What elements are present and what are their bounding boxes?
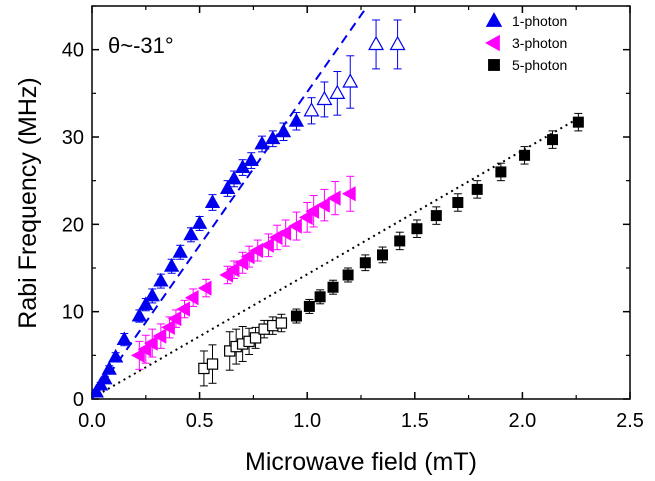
3-photon-point: [326, 190, 341, 206]
5-photon-point: [359, 257, 371, 269]
y-tick-label: 10: [62, 302, 84, 324]
3-photon-point: [249, 242, 264, 259]
3-photon-point: [225, 262, 240, 278]
1-photon-point: [254, 135, 270, 150]
1-photon-point: [204, 194, 221, 208]
1-photon-open-point: [329, 84, 346, 99]
1-photon-open-point: [303, 102, 320, 117]
legend: 1-photon 3-photon 5-photon: [485, 12, 567, 73]
y-tick-label: 20: [62, 214, 84, 236]
1-photon-open-point: [316, 90, 333, 106]
5-photon-point: [430, 210, 442, 222]
5-photon-point: [411, 223, 423, 235]
3-photon-point: [137, 341, 152, 357]
1-photon-point: [144, 287, 160, 302]
5-photon-open-point: [206, 358, 219, 370]
5-photon-series: [198, 112, 584, 387]
x-axis-title: Microwave field (mT): [245, 448, 477, 476]
1-photon-point: [219, 180, 236, 194]
1-photon-point: [226, 170, 242, 185]
1-photon-point: [275, 123, 292, 138]
5-photon-point: [327, 281, 339, 293]
5-photon-point: [303, 300, 315, 312]
1-photon-legend-label: 1-photon: [512, 13, 567, 29]
1-photon-open-point: [342, 73, 359, 88]
5-photon-fit-line: [102, 118, 577, 393]
1-photon-point: [116, 331, 132, 346]
1-photon-series: [92, 19, 406, 398]
3-photon-point: [131, 347, 145, 363]
5-photon-point: [471, 183, 483, 195]
3-photon-point: [277, 225, 292, 241]
3-photon-legend-marker: [485, 34, 500, 52]
3-photon-point: [176, 301, 190, 317]
x-tick-label: 1.0: [293, 410, 321, 432]
3-photon-point: [152, 328, 167, 344]
3-photon-point: [268, 229, 283, 246]
y-tick-label: 30: [62, 127, 84, 149]
1-photon-fit-line: [92, 6, 369, 399]
x-tick-label: 0.0: [78, 410, 106, 432]
5-photon-point: [452, 196, 464, 208]
5-photon-point: [342, 269, 354, 281]
3-photon-point: [305, 203, 320, 219]
5-photon-point: [377, 249, 389, 261]
fit-lines: [92, 6, 577, 399]
5-photon-point: [394, 235, 406, 247]
1-photon-point: [243, 152, 259, 167]
1-photon-point: [108, 348, 124, 363]
5-photon-legend-label: 5-photon: [512, 57, 567, 73]
5-photon-point: [314, 291, 326, 303]
1-photon-point: [191, 215, 208, 229]
1-photon-open-point: [368, 35, 385, 51]
1-photon-point: [131, 307, 147, 322]
x-tick-label: 2.5: [616, 410, 644, 432]
1-photon-point: [265, 130, 281, 145]
5-photon-point: [547, 134, 559, 146]
x-tick-label: 2.0: [508, 410, 536, 432]
1-photon-open-point: [389, 35, 406, 51]
1-photon-point: [97, 370, 113, 385]
y-axis-title: Rabi Frequency (MHz): [14, 77, 42, 328]
1-photon-point: [101, 361, 117, 375]
5-photon-point: [519, 149, 531, 161]
5-photon-legend-marker: [488, 59, 500, 71]
x-tick-label: 0.5: [186, 410, 214, 432]
1-photon-point: [234, 159, 251, 174]
5-photon-point: [572, 116, 584, 128]
3-photon-point: [240, 249, 255, 265]
3-photon-point: [184, 290, 199, 306]
3-photon-point: [167, 311, 182, 327]
5-photon-point: [495, 166, 507, 178]
1-photon-legend-marker: [485, 12, 503, 27]
y-tick-label: 40: [62, 40, 84, 62]
1-photon-point: [153, 272, 169, 287]
3-photon-point: [341, 186, 356, 202]
1-photon-point: [288, 113, 305, 127]
3-photon-point: [143, 335, 158, 351]
3-photon-series: [131, 175, 356, 370]
1-photon-point: [172, 244, 188, 258]
y-tick-label: 0: [73, 389, 84, 411]
1-photon-point: [138, 296, 154, 311]
3-photon-point: [288, 218, 302, 234]
3-photon-point: [316, 197, 330, 213]
3-photon-legend-label: 3-photon: [512, 35, 567, 51]
data-marks: [92, 19, 584, 398]
1-photon-point: [183, 226, 199, 241]
5-photon-open-point: [275, 317, 288, 329]
3-photon-point: [197, 280, 212, 296]
x-tick-label: 1.5: [401, 410, 429, 432]
3-photon-point: [260, 237, 274, 253]
theta-annotation: θ~-31°: [108, 33, 174, 58]
3-photon-point: [298, 209, 313, 225]
1-photon-point: [163, 257, 180, 272]
5-photon-point: [290, 310, 302, 322]
axes: 0.0 0.5 1.0 1.5 2.0 2.5 0 10 20 30 40: [62, 5, 644, 432]
3-photon-point: [234, 255, 249, 271]
